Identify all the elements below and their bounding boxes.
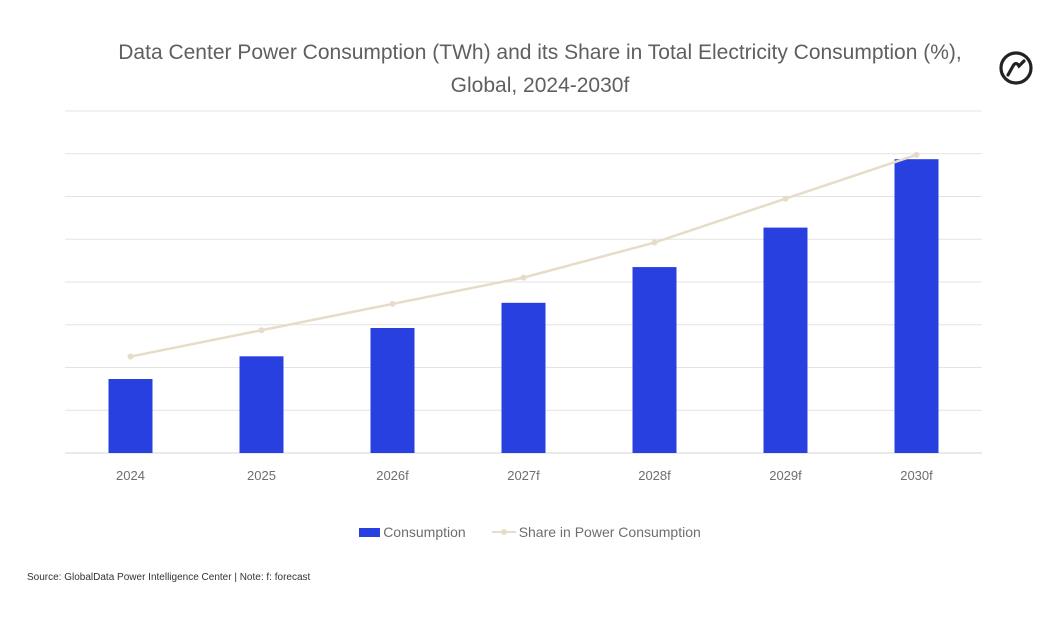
x-tick-label: 2025 (247, 468, 276, 483)
x-tick-label: 2024 (116, 468, 145, 483)
share-point-2027f (520, 274, 527, 281)
bar-series (108, 159, 939, 453)
share-point-2025 (258, 327, 265, 334)
bar-2027f (501, 302, 546, 453)
share-point-2029f (782, 195, 789, 202)
legend-item-share[interactable]: Share in Power Consumption (491, 524, 701, 540)
x-tick-label: 2030f (900, 468, 933, 483)
legend-swatch-bar (359, 527, 381, 537)
legend-label-share: Share in Power Consumption (518, 524, 701, 540)
legend-label-consumption: Consumption (383, 524, 466, 540)
legend: Consumption Share in Power Consumption (0, 524, 1060, 540)
share-point-2028f (651, 239, 658, 246)
x-tick-label: 2029f (769, 468, 802, 483)
legend-item-consumption[interactable]: Consumption (359, 524, 466, 540)
bar-2028f (632, 267, 677, 453)
bar-2029f (763, 227, 808, 453)
share-point-2026f (389, 300, 396, 307)
share-point-2030f (913, 151, 920, 158)
line-series (127, 151, 920, 360)
chart-title: Data Center Power Consumption (TWh) and … (118, 41, 962, 97)
chart-plot: 2024 2025 2026f 2027f 2028f 2029f 2030f (65, 110, 982, 483)
bar-2024 (108, 379, 153, 453)
x-axis-ticks: 2024 2025 2026f 2027f 2028f 2029f 2030f (116, 468, 933, 483)
x-tick-label: 2026f (376, 468, 409, 483)
legend-swatch-line (491, 526, 516, 538)
bar-2026f (370, 328, 415, 453)
share-point-2024 (127, 353, 134, 360)
globaldata-logo-icon (999, 51, 1033, 85)
x-tick-label: 2027f (507, 468, 540, 483)
bar-2025 (239, 356, 284, 453)
bar-2030f (894, 159, 939, 453)
x-tick-label: 2028f (638, 468, 671, 483)
source-note: Source: GlobalData Power Intelligence Ce… (27, 572, 311, 583)
